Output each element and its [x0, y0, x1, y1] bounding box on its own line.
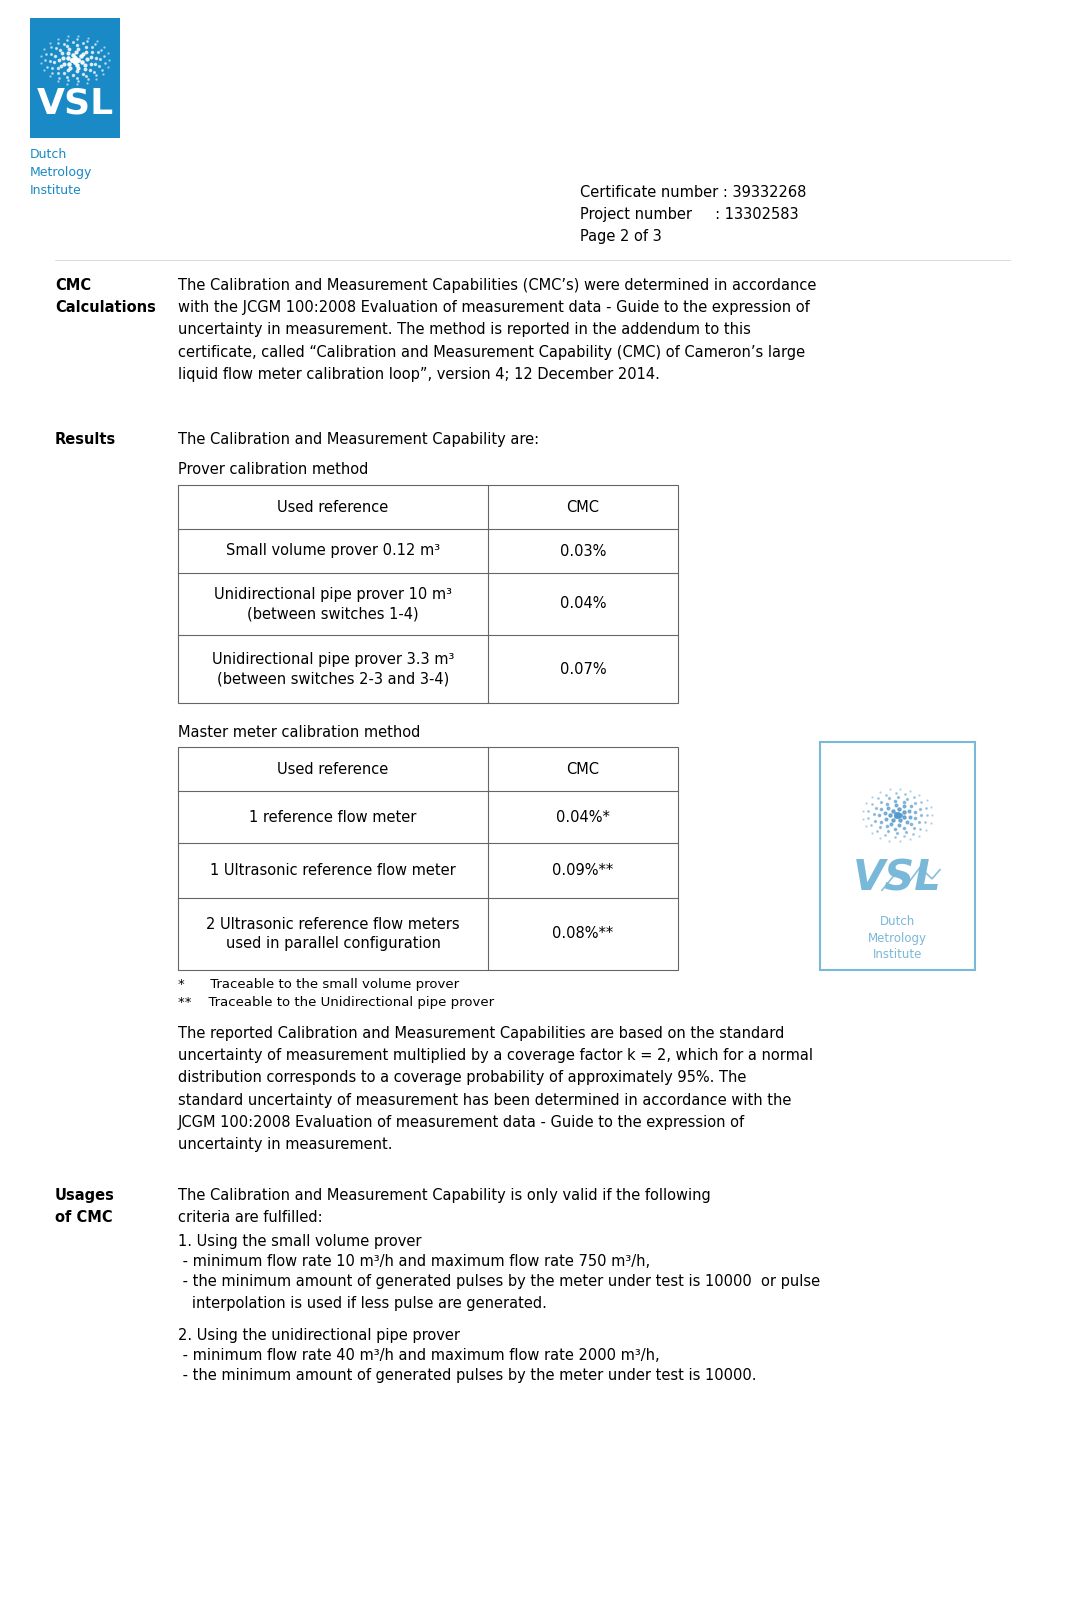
Text: The reported Calibration and Measurement Capabilities are based on the standard
: The reported Calibration and Measurement… [178, 1026, 813, 1152]
Text: - minimum flow rate 40 m³/h and maximum flow rate 2000 m³/h,: - minimum flow rate 40 m³/h and maximum … [178, 1348, 660, 1363]
Bar [178, 746, 678, 969]
Text: Certificate number : 39332268: Certificate number : 39332268 [580, 185, 806, 201]
Text: 0.09%**: 0.09%** [552, 863, 613, 878]
Text: VSL: VSL [37, 87, 114, 120]
Text: CMC
Calculations: CMC Calculations [55, 278, 156, 315]
Text: Usages
of CMC: Usages of CMC [55, 1188, 115, 1225]
Text: 0.08%**: 0.08%** [552, 926, 613, 942]
Text: - minimum flow rate 10 m³/h and maximum flow rate 750 m³/h,: - minimum flow rate 10 m³/h and maximum … [178, 1254, 650, 1270]
Text: Dutch
Metrology
Institute: Dutch Metrology Institute [868, 915, 928, 961]
Text: *      Traceable to the small volume prover: * Traceable to the small volume prover [178, 977, 459, 990]
Text: 0.04%: 0.04% [560, 597, 606, 612]
Text: Used reference: Used reference [278, 499, 388, 515]
Text: Used reference: Used reference [278, 761, 388, 777]
Text: The Calibration and Measurement Capabilities (CMC’s) were determined in accordan: The Calibration and Measurement Capabili… [178, 278, 817, 382]
Text: Page 2 of 3: Page 2 of 3 [580, 230, 662, 244]
Text: 2. Using the unidirectional pipe prover: 2. Using the unidirectional pipe prover [178, 1327, 461, 1343]
Text: 0.03%: 0.03% [560, 544, 606, 559]
Text: 1 Ultrasonic reference flow meter: 1 Ultrasonic reference flow meter [210, 863, 456, 878]
Text: CMC: CMC [566, 761, 599, 777]
Text: Results: Results [55, 432, 116, 448]
Text: The Calibration and Measurement Capability are:: The Calibration and Measurement Capabili… [178, 432, 539, 448]
Text: VSL: VSL [853, 857, 942, 900]
Text: Master meter calibration method: Master meter calibration method [178, 725, 421, 740]
Text: 0.04%*: 0.04%* [556, 809, 610, 825]
Text: Unidirectional pipe prover 10 m³
(between switches 1-4): Unidirectional pipe prover 10 m³ (betwee… [214, 586, 452, 621]
Text: 0.07%: 0.07% [560, 661, 606, 676]
Text: **    Traceable to the Unidirectional pipe prover: ** Traceable to the Unidirectional pipe … [178, 997, 494, 1010]
Bar [30, 18, 121, 138]
Text: Unidirectional pipe prover 3.3 m³
(between switches 2-3 and 3-4): Unidirectional pipe prover 3.3 m³ (betwe… [212, 652, 454, 687]
Text: Project number     : 13302583: Project number : 13302583 [580, 207, 798, 221]
Text: CMC: CMC [566, 499, 599, 515]
Text: Small volume prover 0.12 m³: Small volume prover 0.12 m³ [226, 544, 440, 559]
Bar [820, 742, 975, 969]
Text: 1 reference flow meter: 1 reference flow meter [250, 809, 416, 825]
Text: Dutch
Metrology
Institute: Dutch Metrology Institute [30, 148, 93, 197]
Bar [178, 485, 678, 703]
Text: The Calibration and Measurement Capability is only valid if the following
criter: The Calibration and Measurement Capabili… [178, 1188, 711, 1225]
Text: 2 Ultrasonic reference flow meters
used in parallel configuration: 2 Ultrasonic reference flow meters used … [207, 916, 459, 952]
Text: 1. Using the small volume prover: 1. Using the small volume prover [178, 1234, 422, 1249]
Text: - the minimum amount of generated pulses by the meter under test is 10000.: - the minimum amount of generated pulses… [178, 1367, 756, 1384]
Text: Prover calibration method: Prover calibration method [178, 462, 368, 477]
Text: - the minimum amount of generated pulses by the meter under test is 10000  or pu: - the minimum amount of generated pulses… [178, 1274, 820, 1311]
